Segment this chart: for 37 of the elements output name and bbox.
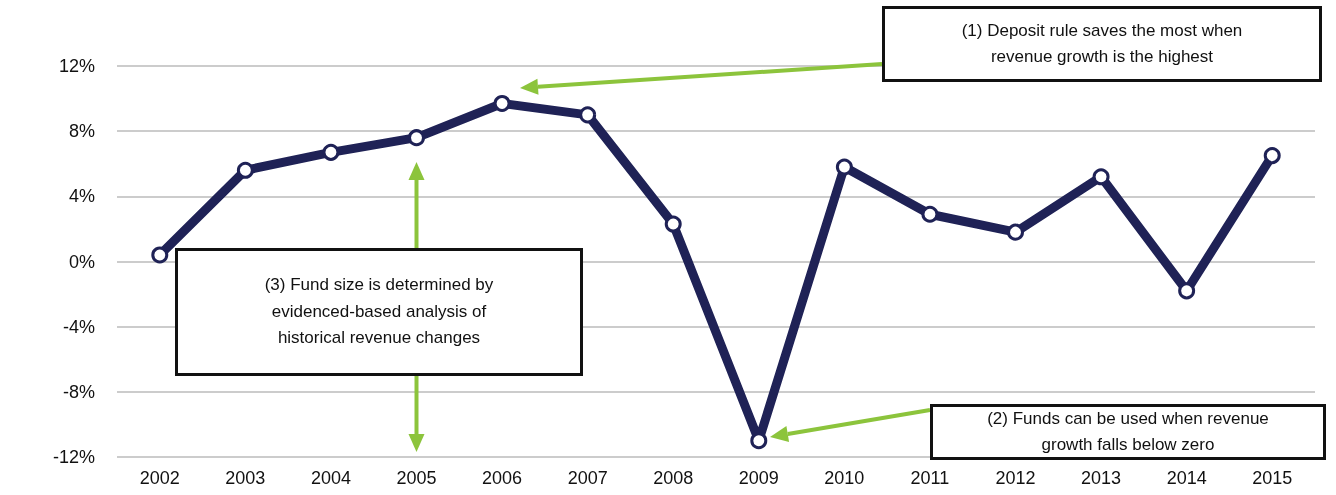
y-tick-label: -4% [62, 316, 95, 337]
x-tick-label: 2009 [738, 468, 779, 488]
x-tick-label: 2015 [1252, 468, 1293, 488]
point [1263, 147, 1281, 165]
point [151, 246, 169, 264]
y-tick-label: -12% [52, 447, 95, 467]
x-tick-label: 2008 [653, 468, 694, 488]
point [236, 161, 254, 179]
x-tick-label: 2014 [1166, 468, 1207, 488]
y-tick-label: 4% [68, 186, 95, 207]
x-tick-label: 2004 [310, 468, 351, 488]
point [835, 158, 853, 176]
y-tick-label: -8% [62, 381, 95, 402]
y-tick-label: 0% [68, 251, 95, 272]
x-tick-label: 2007 [567, 468, 608, 488]
y-tick-label: 12% [58, 56, 95, 76]
x-tick-label: 2013 [1081, 468, 1122, 488]
text-box: (3) Fund size is determined by evidenced-based analysis of historical revenue changes [175, 248, 583, 376]
x-tick-label: 2003 [225, 468, 266, 488]
x-tick-label: 2002 [139, 468, 180, 488]
point [1092, 168, 1110, 186]
point [921, 205, 939, 223]
y-tick-label: 8% [68, 121, 95, 142]
text-box: (1) Deposit rule saves the most when revenue growth is the highest [882, 6, 1322, 82]
point [1007, 223, 1024, 241]
point [493, 94, 511, 112]
x-tick-label: 2012 [995, 468, 1036, 488]
x-tick-label: 2005 [396, 468, 437, 488]
point [1178, 282, 1196, 300]
text-box: (2) Funds can be used when revenue growth falls below zero [930, 404, 1326, 460]
point [579, 106, 597, 124]
x-tick-label: 2011 [910, 468, 950, 488]
point [408, 129, 425, 147]
x-tick-label: 2010 [824, 468, 865, 488]
point [322, 143, 340, 161]
point [664, 215, 682, 233]
x-tick-label: 2006 [482, 468, 523, 488]
